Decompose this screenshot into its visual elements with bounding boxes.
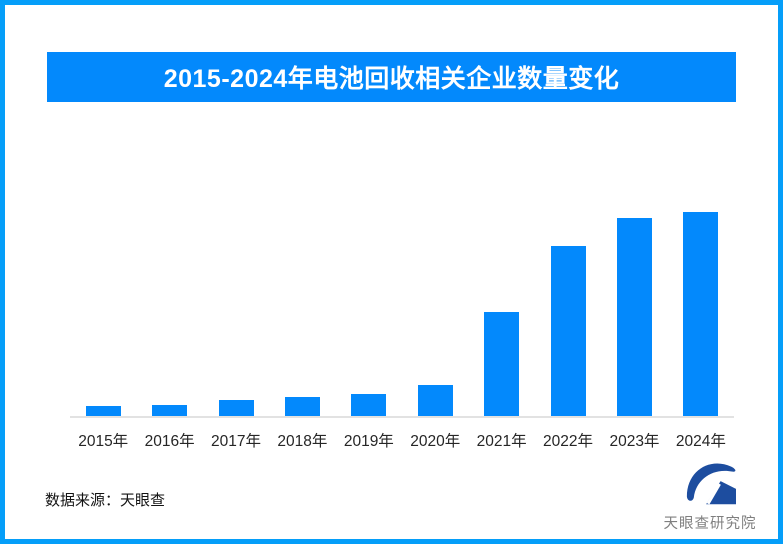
publisher-logo: 天眼查研究院	[655, 458, 765, 533]
x-tick-label: 2017年	[211, 433, 261, 450]
bars-row	[70, 210, 734, 418]
logo-swoosh-shape	[686, 463, 736, 501]
logo-house-shape	[706, 481, 736, 505]
bar-column	[203, 399, 269, 416]
bar-2024年	[683, 212, 719, 416]
x-tick-label: 2024年	[675, 433, 726, 450]
x-tick-label: 2018年	[277, 433, 328, 450]
bar-2017年	[218, 399, 254, 416]
bar-2022年	[550, 245, 586, 416]
bar-column	[136, 404, 202, 416]
title-banner: 2015-2024年电池回收相关企业数量变化	[47, 52, 736, 102]
bar-column	[601, 218, 667, 416]
bar-2019年	[351, 393, 387, 416]
bar-column	[402, 385, 468, 416]
x-tick-label: 2023年	[609, 433, 660, 450]
data-source-note: 数据来源：天眼查	[45, 492, 166, 509]
x-axis-ticks: 2015年 2016年 2017年 2018年 2019年 2020年 2021年 2022年…	[70, 418, 734, 451]
x-tick-label: 2019年	[343, 433, 394, 450]
publisher-logo-text: 天眼查研究院	[663, 516, 757, 532]
bar-2015年	[85, 405, 121, 416]
bar-2018年	[284, 396, 320, 416]
logo-house-stripe	[706, 483, 721, 505]
x-tick-label: 2020年	[410, 433, 461, 450]
bar-column	[269, 396, 335, 416]
x-tick-label: 2016年	[144, 433, 195, 450]
bar-column	[70, 405, 136, 416]
bar-2023年	[616, 218, 652, 416]
x-tick-label: 2021年	[476, 433, 527, 450]
x-tick-label: 2015年	[78, 433, 129, 450]
bar-2016年	[152, 404, 188, 416]
bar-chart: 2015年 2016年 2017年 2018年 2019年 2020年 2021年 2022年…	[70, 210, 734, 451]
bar-2021年	[484, 312, 520, 416]
bar-column	[336, 393, 402, 416]
tianyancha-eye-house-logo-icon	[686, 463, 736, 505]
bar-column	[535, 245, 601, 416]
bar-2020年	[417, 385, 453, 416]
chart-title: 2015-2024年电池回收相关企业数量变化	[163, 65, 620, 93]
bar-column	[668, 212, 734, 416]
bar-column	[468, 312, 534, 416]
x-tick-label: 2022年	[543, 433, 594, 450]
